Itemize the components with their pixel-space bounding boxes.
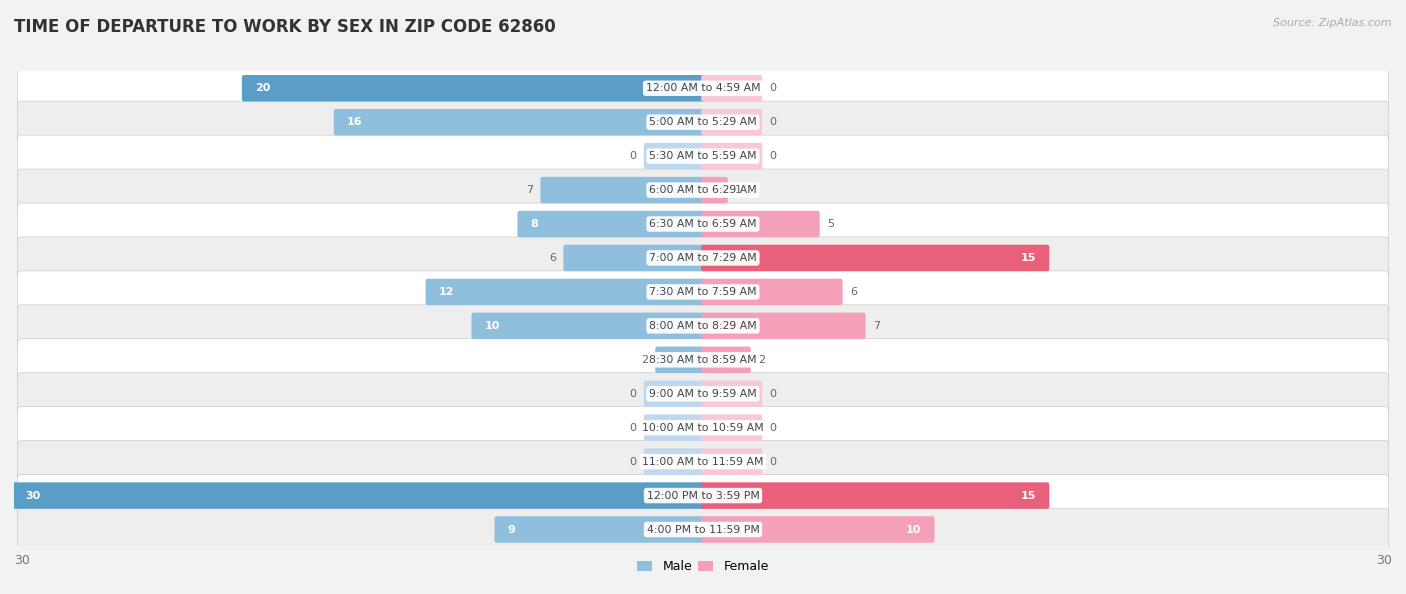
Text: 1: 1 <box>735 185 742 195</box>
Text: 8:30 AM to 8:59 AM: 8:30 AM to 8:59 AM <box>650 355 756 365</box>
FancyBboxPatch shape <box>17 339 1389 381</box>
Text: 7: 7 <box>873 321 880 331</box>
Text: 8: 8 <box>531 219 538 229</box>
Text: 2: 2 <box>641 355 648 365</box>
FancyBboxPatch shape <box>702 211 820 237</box>
Text: 0: 0 <box>769 151 776 161</box>
Text: 6:00 AM to 6:29 AM: 6:00 AM to 6:29 AM <box>650 185 756 195</box>
Text: 12: 12 <box>439 287 454 297</box>
FancyBboxPatch shape <box>17 475 1389 517</box>
Text: 30: 30 <box>1376 554 1392 567</box>
FancyBboxPatch shape <box>644 381 704 407</box>
Text: 16: 16 <box>347 117 363 127</box>
FancyBboxPatch shape <box>540 177 704 203</box>
FancyBboxPatch shape <box>17 237 1389 279</box>
Text: 11:00 AM to 11:59 AM: 11:00 AM to 11:59 AM <box>643 457 763 467</box>
Text: 0: 0 <box>769 388 776 399</box>
Text: 0: 0 <box>769 457 776 467</box>
FancyBboxPatch shape <box>17 441 1389 483</box>
Text: 7:00 AM to 7:29 AM: 7:00 AM to 7:29 AM <box>650 253 756 263</box>
Text: 9:00 AM to 9:59 AM: 9:00 AM to 9:59 AM <box>650 388 756 399</box>
Text: 0: 0 <box>769 117 776 127</box>
Text: 6:30 AM to 6:59 AM: 6:30 AM to 6:59 AM <box>650 219 756 229</box>
Text: 6: 6 <box>548 253 555 263</box>
Text: TIME OF DEPARTURE TO WORK BY SEX IN ZIP CODE 62860: TIME OF DEPARTURE TO WORK BY SEX IN ZIP … <box>14 18 555 36</box>
FancyBboxPatch shape <box>702 312 866 339</box>
FancyBboxPatch shape <box>17 67 1389 109</box>
FancyBboxPatch shape <box>495 516 704 543</box>
Text: 20: 20 <box>256 83 270 93</box>
Text: 30: 30 <box>25 491 41 501</box>
Text: 15: 15 <box>1021 253 1036 263</box>
FancyBboxPatch shape <box>17 508 1389 551</box>
FancyBboxPatch shape <box>242 75 704 102</box>
FancyBboxPatch shape <box>702 448 762 475</box>
Text: 5:30 AM to 5:59 AM: 5:30 AM to 5:59 AM <box>650 151 756 161</box>
FancyBboxPatch shape <box>644 448 704 475</box>
FancyBboxPatch shape <box>702 415 762 441</box>
Text: Source: ZipAtlas.com: Source: ZipAtlas.com <box>1274 18 1392 28</box>
Text: 10: 10 <box>485 321 501 331</box>
FancyBboxPatch shape <box>13 482 704 509</box>
Text: 0: 0 <box>630 151 637 161</box>
FancyBboxPatch shape <box>471 312 704 339</box>
FancyBboxPatch shape <box>702 346 751 373</box>
Text: 7: 7 <box>526 185 533 195</box>
Text: 0: 0 <box>769 423 776 432</box>
FancyBboxPatch shape <box>702 75 762 102</box>
FancyBboxPatch shape <box>17 305 1389 347</box>
Text: 8:00 AM to 8:29 AM: 8:00 AM to 8:29 AM <box>650 321 756 331</box>
Text: 10: 10 <box>905 525 921 535</box>
FancyBboxPatch shape <box>17 203 1389 245</box>
FancyBboxPatch shape <box>655 346 704 373</box>
Legend: Male, Female: Male, Female <box>633 555 773 578</box>
Text: 7:30 AM to 7:59 AM: 7:30 AM to 7:59 AM <box>650 287 756 297</box>
Text: 10:00 AM to 10:59 AM: 10:00 AM to 10:59 AM <box>643 423 763 432</box>
Text: 5: 5 <box>827 219 834 229</box>
FancyBboxPatch shape <box>702 482 1049 509</box>
FancyBboxPatch shape <box>702 381 762 407</box>
FancyBboxPatch shape <box>644 143 704 169</box>
FancyBboxPatch shape <box>702 245 1049 271</box>
FancyBboxPatch shape <box>17 135 1389 177</box>
FancyBboxPatch shape <box>702 516 935 543</box>
Text: 9: 9 <box>508 525 516 535</box>
FancyBboxPatch shape <box>17 372 1389 415</box>
Text: 2: 2 <box>758 355 765 365</box>
FancyBboxPatch shape <box>644 415 704 441</box>
Text: 0: 0 <box>630 423 637 432</box>
Text: 0: 0 <box>769 83 776 93</box>
FancyBboxPatch shape <box>17 407 1389 448</box>
FancyBboxPatch shape <box>564 245 704 271</box>
FancyBboxPatch shape <box>17 271 1389 313</box>
Text: 6: 6 <box>851 287 858 297</box>
FancyBboxPatch shape <box>702 177 728 203</box>
Text: 12:00 AM to 4:59 AM: 12:00 AM to 4:59 AM <box>645 83 761 93</box>
Text: 0: 0 <box>630 388 637 399</box>
FancyBboxPatch shape <box>702 109 762 135</box>
Text: 0: 0 <box>630 457 637 467</box>
FancyBboxPatch shape <box>17 101 1389 143</box>
FancyBboxPatch shape <box>702 143 762 169</box>
Text: 30: 30 <box>14 554 30 567</box>
Text: 15: 15 <box>1021 491 1036 501</box>
Text: 12:00 PM to 3:59 PM: 12:00 PM to 3:59 PM <box>647 491 759 501</box>
FancyBboxPatch shape <box>517 211 704 237</box>
FancyBboxPatch shape <box>426 279 704 305</box>
FancyBboxPatch shape <box>333 109 704 135</box>
Text: 5:00 AM to 5:29 AM: 5:00 AM to 5:29 AM <box>650 117 756 127</box>
FancyBboxPatch shape <box>17 169 1389 211</box>
FancyBboxPatch shape <box>702 279 842 305</box>
Text: 4:00 PM to 11:59 PM: 4:00 PM to 11:59 PM <box>647 525 759 535</box>
